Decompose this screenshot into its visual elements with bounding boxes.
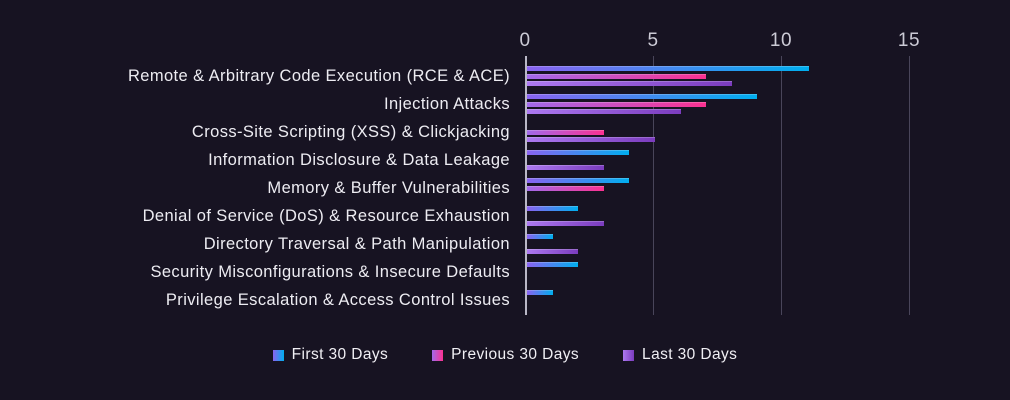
bar-first-30-days xyxy=(527,178,630,184)
bar-previous-30-days xyxy=(527,101,707,107)
x-axis-tick-label: 15 xyxy=(897,30,921,51)
category-rows: Remote & Arbitrary Code Execution (RCE &… xyxy=(0,62,1010,314)
x-axis-tick-label: 5 xyxy=(647,30,659,51)
bar-group xyxy=(527,93,758,115)
bar-last-30-days xyxy=(527,248,579,254)
bar-last-30-days xyxy=(527,80,732,86)
bar-first-30-days xyxy=(527,290,553,296)
bar-last-30-days xyxy=(527,220,604,226)
legend-item: Previous 30 Days xyxy=(432,346,579,364)
gridline xyxy=(653,56,654,315)
legend-label: Last 30 Days xyxy=(642,346,738,363)
category-label: Directory Traversal & Path Manipulation xyxy=(203,234,510,253)
bar-previous-30-days xyxy=(527,185,604,191)
category-row: Directory Traversal & Path Manipulation xyxy=(0,230,1010,258)
legend-swatch-icon xyxy=(272,349,284,361)
bar-first-30-days xyxy=(527,234,553,240)
category-label: Information Disclosure & Data Leakage xyxy=(208,150,510,169)
bar-last-30-days xyxy=(527,108,681,114)
category-row: Injection Attacks xyxy=(0,90,1010,118)
bar-previous-30-days xyxy=(527,129,604,135)
bar-last-30-days xyxy=(527,136,655,142)
gridline xyxy=(909,56,910,315)
bar-group xyxy=(527,121,655,143)
bar-last-30-days xyxy=(527,164,604,170)
x-axis-tick-label: 0 xyxy=(519,30,531,51)
category-row: Denial of Service (DoS) & Resource Exhau… xyxy=(0,202,1010,230)
bar-first-30-days xyxy=(527,66,809,72)
category-label: Remote & Arbitrary Code Execution (RCE &… xyxy=(127,66,510,85)
legend-label: Previous 30 Days xyxy=(451,346,580,363)
gridline xyxy=(781,56,782,315)
category-label: Injection Attacks xyxy=(383,94,510,113)
legend-swatch-icon xyxy=(623,349,635,361)
legend: First 30 Days Previous 30 Days Last 30 Day… xyxy=(0,344,1010,366)
bar-first-30-days xyxy=(527,150,630,156)
bar-group xyxy=(527,289,553,311)
category-row: Privilege Escalation & Access Control Is… xyxy=(0,286,1010,314)
bar-group xyxy=(527,261,579,283)
bar-group xyxy=(527,149,630,171)
legend-label: First 30 Days xyxy=(291,346,389,363)
bar-first-30-days xyxy=(527,206,579,212)
category-label: Cross-Site Scripting (XSS) & Clickjackin… xyxy=(191,122,510,141)
legend-item: First 30 Days xyxy=(272,346,389,364)
category-row: Information Disclosure & Data Leakage xyxy=(0,146,1010,174)
category-label: Memory & Buffer Vulnerabilities xyxy=(267,178,510,197)
category-label: Privilege Escalation & Access Control Is… xyxy=(165,290,510,309)
plot-area xyxy=(525,56,937,315)
category-row: Remote & Arbitrary Code Execution (RCE &… xyxy=(0,62,1010,90)
category-label: Security Misconfigurations & Insecure De… xyxy=(150,262,510,281)
legend-swatch-icon xyxy=(432,349,444,361)
category-row: Security Misconfigurations & Insecure De… xyxy=(0,258,1010,286)
x-axis: 0 5 10 15 xyxy=(519,30,937,52)
bar-first-30-days xyxy=(527,262,579,268)
bar-first-30-days xyxy=(527,94,758,100)
bar-group xyxy=(527,65,809,87)
bar-previous-30-days xyxy=(527,73,707,79)
category-label: Denial of Service (DoS) & Resource Exhau… xyxy=(142,206,510,225)
bar-group xyxy=(527,205,604,227)
legend-item: Last 30 Days xyxy=(623,346,737,364)
category-row: Cross-Site Scripting (XSS) & Clickjackin… xyxy=(0,118,1010,146)
y-axis-line xyxy=(525,56,527,315)
x-axis-tick-label: 10 xyxy=(769,30,793,51)
bar-group xyxy=(527,233,579,255)
category-row: Memory & Buffer Vulnerabilities xyxy=(0,174,1010,202)
bar-group xyxy=(527,177,630,199)
